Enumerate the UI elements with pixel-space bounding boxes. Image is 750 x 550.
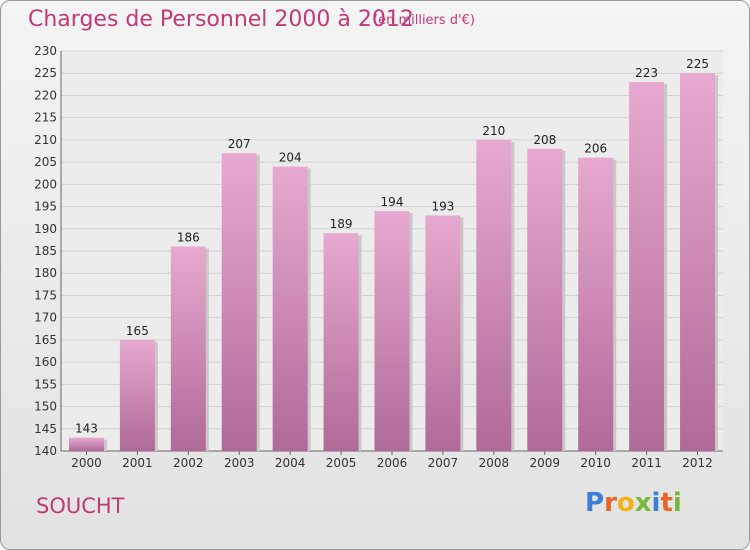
bar-value-label: 143 — [75, 422, 98, 436]
bar-2001 — [119, 339, 155, 451]
y-tick-label: 170 — [34, 311, 57, 325]
logo-letter: i — [651, 488, 661, 518]
bar-2004 — [272, 166, 308, 452]
bar-value-label: 225 — [686, 57, 709, 71]
bar-2011 — [629, 82, 665, 451]
x-tick-label: 2012 — [682, 456, 713, 470]
logo-letter: r — [604, 488, 617, 518]
proxiti-logo[interactable]: Proxiti — [585, 488, 682, 518]
bar-2009 — [527, 148, 563, 451]
y-tick-label: 185 — [34, 244, 57, 258]
bar-2008 — [476, 139, 512, 451]
y-tick-label: 210 — [34, 133, 57, 147]
y-tick-label: 140 — [34, 444, 57, 458]
bar-value-label: 223 — [635, 66, 658, 80]
x-tick-label: 2008 — [479, 456, 510, 470]
bar-value-label: 193 — [431, 199, 454, 213]
y-tick-label: 150 — [34, 400, 57, 414]
bars: 143 165 186 207 204 189 194 193 210 208 206 223 225 — [68, 57, 719, 452]
x-tick-label: 2010 — [580, 456, 611, 470]
x-tick-label: 2002 — [173, 456, 204, 470]
commune-name: SOUCHT — [36, 494, 125, 518]
bar-2007 — [425, 215, 461, 451]
bar-value-label: 208 — [533, 133, 556, 147]
bar-value-label: 186 — [177, 231, 200, 245]
chart-title: Charges de Personnel 2000 à 2012 — [28, 7, 414, 32]
x-tick-label: 2000 — [71, 456, 102, 470]
y-tick-label: 145 — [34, 422, 57, 436]
x-tick-label: 2006 — [377, 456, 408, 470]
y-tick-label: 215 — [34, 111, 57, 125]
bar-value-label: 189 — [330, 217, 353, 231]
bar-2006 — [374, 211, 410, 451]
x-tick-label: 2005 — [326, 456, 357, 470]
x-tick-label: 2009 — [529, 456, 560, 470]
y-tick-label: 160 — [34, 355, 57, 369]
bar-2000 — [68, 437, 104, 451]
bar-value-label: 206 — [584, 142, 607, 156]
bar-2012 — [680, 73, 716, 451]
logo-letter: x — [634, 488, 652, 518]
logo-letter: P — [585, 488, 605, 518]
y-tick-label: 165 — [34, 333, 57, 347]
logo-letter: o — [616, 488, 635, 518]
bar-value-label: 207 — [228, 137, 251, 151]
y-tick-label: 200 — [34, 177, 57, 191]
x-tick-label: 2003 — [224, 456, 255, 470]
bar-2002 — [170, 246, 206, 451]
bar-value-label: 194 — [381, 195, 404, 209]
y-tick-label: 195 — [34, 200, 57, 214]
x-tick-label: 2004 — [275, 456, 306, 470]
logo-letter: t — [660, 488, 673, 518]
y-tick-label: 155 — [34, 377, 57, 391]
y-tick-label: 180 — [34, 266, 57, 280]
y-tick-label: 175 — [34, 288, 57, 302]
y-tick-label: 220 — [34, 88, 57, 102]
y-tick-label: 205 — [34, 155, 57, 169]
bar-2003 — [221, 153, 257, 451]
bar-value-label: 210 — [482, 124, 505, 138]
bar-value-label: 165 — [126, 324, 149, 338]
bar-value-label: 204 — [279, 151, 302, 165]
y-tick-label: 230 — [34, 44, 57, 58]
x-tick-label: 2011 — [631, 456, 662, 470]
x-tick-label: 2001 — [122, 456, 153, 470]
bar-2010 — [578, 157, 614, 451]
y-tick-label: 225 — [34, 66, 57, 80]
y-tick-label: 190 — [34, 222, 57, 236]
logo-letter: i — [672, 488, 682, 518]
bar-2005 — [323, 233, 359, 451]
x-tick-label: 2007 — [428, 456, 459, 470]
chart-subtitle: (en milliers d'€) — [373, 13, 475, 28]
